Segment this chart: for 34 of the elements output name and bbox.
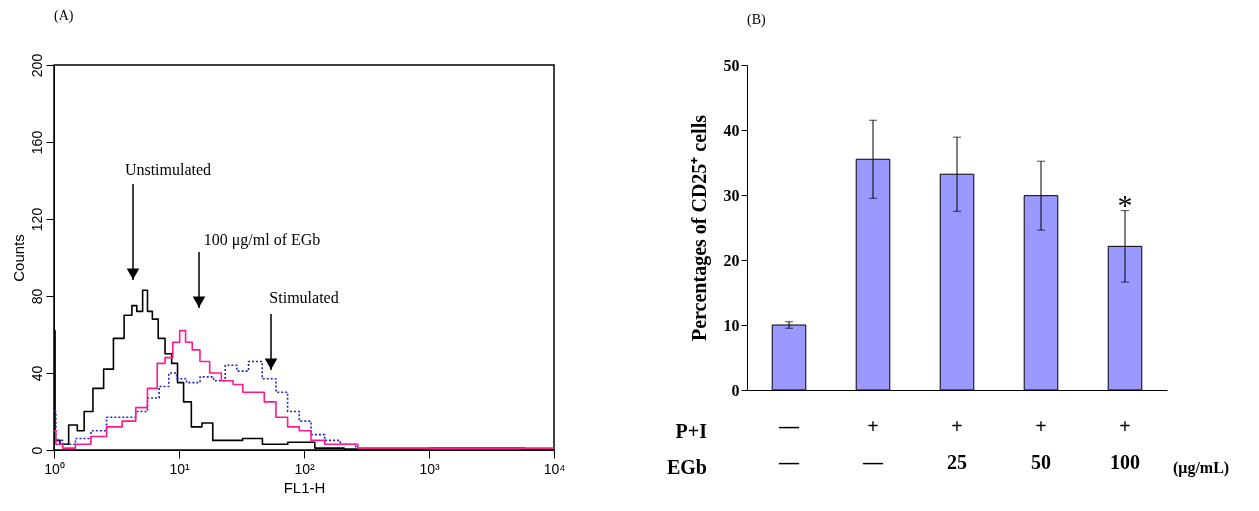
annotation: Unstimulated [124, 161, 212, 178]
x-tick-label: + 25 [947, 414, 967, 473]
annotation: * [1117, 187, 1133, 221]
chart-title: (B) [747, 12, 766, 28]
y-tick-label: 50 [723, 56, 740, 74]
y-tick-label: 200 [28, 53, 45, 78]
y-tick-label: 0 [28, 446, 45, 455]
y-tick-label: 120 [28, 207, 45, 232]
text: EGb [666, 456, 707, 478]
x-tick-label: 10⁰ [44, 460, 65, 477]
annotation: Stimulated [269, 289, 339, 306]
x-axis-title: FL1-H [283, 478, 326, 496]
chart-title: (A) [54, 8, 74, 25]
y-tick-label: 40 [723, 121, 740, 139]
x-tick-label: 10³ [419, 460, 440, 477]
y-tick-label: 160 [28, 130, 45, 155]
y-axis-title: Counts [9, 234, 27, 282]
text: P+I [675, 420, 708, 442]
text: (μg/mL) [1173, 459, 1230, 477]
y-tick-label: 30 [723, 186, 740, 204]
x-tick-label: + 50 [1031, 414, 1051, 473]
x-tick-label: — — [778, 414, 800, 473]
y-tick-label: 80 [28, 288, 45, 305]
y-axis-title: Percentages of CD25⁺ cells [687, 114, 711, 342]
y-tick-label: 20 [723, 251, 740, 269]
x-tick-label: + — [862, 414, 884, 473]
x-tick-label: + 100 [1110, 414, 1140, 473]
y-tick-label: 40 [28, 365, 45, 382]
y-tick-label: 0 [731, 381, 740, 399]
x-tick-label: 10² [294, 460, 315, 477]
y-tick-label: 10 [723, 316, 740, 334]
x-tick-label: 10¹ [169, 460, 190, 477]
annotation: 100 μg/ml of EGb [203, 231, 321, 249]
x-tick-label: 10⁴ [543, 460, 566, 477]
